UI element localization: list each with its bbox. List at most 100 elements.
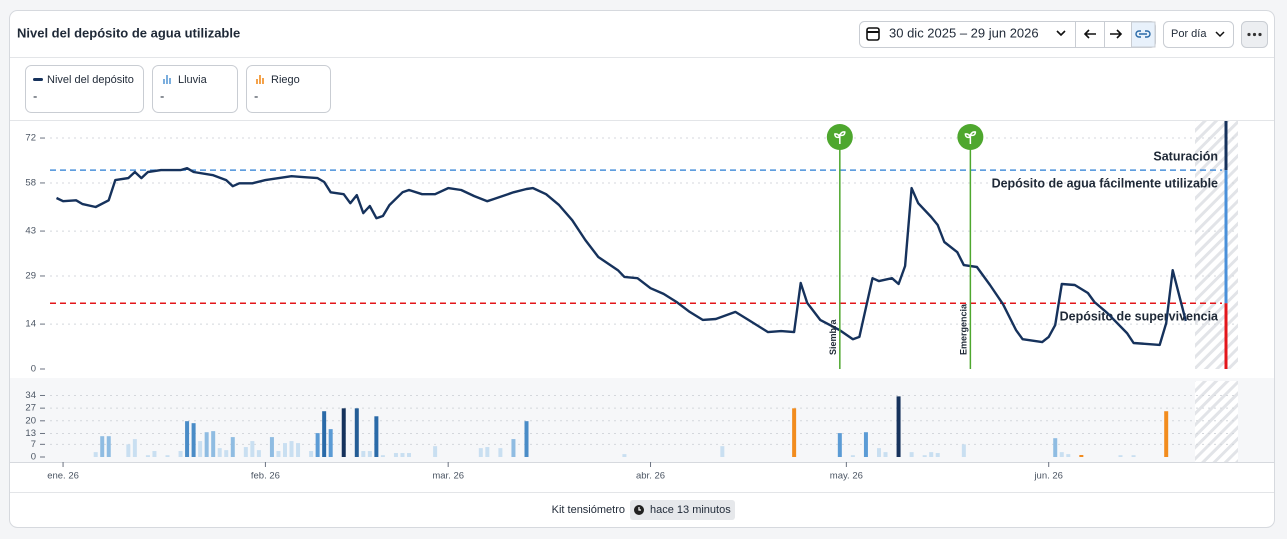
bar xyxy=(217,448,222,457)
x-tick-label: feb. 26 xyxy=(251,471,280,482)
legend-value: - xyxy=(160,88,164,103)
title: Nivel del depósito de agua utilizable xyxy=(17,25,240,40)
bar xyxy=(296,443,301,457)
bar xyxy=(178,451,183,457)
bar xyxy=(289,441,294,457)
bar xyxy=(478,448,483,457)
x-tick-label: jun. 26 xyxy=(1033,471,1063,482)
bar xyxy=(106,436,111,457)
bar xyxy=(328,429,333,457)
event-label: Emergencia xyxy=(959,303,969,355)
bar xyxy=(185,421,190,457)
more-button[interactable] xyxy=(1241,21,1268,48)
legend-card[interactable]: Lluvia - xyxy=(152,65,238,113)
bar xyxy=(393,453,398,457)
bar xyxy=(374,416,379,457)
bar xyxy=(511,439,516,457)
y-tick-label: 0 xyxy=(31,452,36,463)
legend-name: Nivel del depósito xyxy=(47,74,134,86)
bar xyxy=(204,432,209,457)
footer-updated: hace 13 minutos xyxy=(650,504,731,516)
granularity-select[interactable]: Por día xyxy=(1163,21,1234,48)
bar xyxy=(165,455,170,457)
x-tick-label: mar. 26 xyxy=(432,471,464,482)
legend-name: Riego xyxy=(271,74,300,86)
bar xyxy=(315,433,320,457)
bar xyxy=(380,455,385,457)
bar xyxy=(341,408,346,457)
y-tick-label: 43 xyxy=(25,226,36,237)
bar xyxy=(896,396,901,457)
bar xyxy=(367,451,372,457)
bar-panel xyxy=(10,378,1274,462)
x-tick-label: ene. 26 xyxy=(47,471,79,482)
bar xyxy=(354,408,359,457)
y-tick-label: 34 xyxy=(25,390,36,401)
bar xyxy=(256,450,261,457)
bar xyxy=(524,421,529,457)
legend-value: - xyxy=(33,88,37,103)
hatched-zone xyxy=(1195,381,1238,462)
bar xyxy=(93,452,98,457)
legend-card[interactable]: Riego - xyxy=(246,65,331,113)
y-tick-label: 20 xyxy=(25,415,36,426)
hatched-zone xyxy=(1195,121,1238,369)
footer-source: Kit tensiómetro xyxy=(552,504,625,516)
bar xyxy=(1131,455,1136,457)
bar xyxy=(792,408,797,457)
bar xyxy=(276,451,281,457)
bar xyxy=(720,446,725,457)
bar xyxy=(191,423,196,457)
event-label: Siembra xyxy=(828,318,838,355)
y-tick-label: 13 xyxy=(25,428,36,439)
bar xyxy=(961,444,966,457)
y-tick-label: 58 xyxy=(25,177,36,188)
bar xyxy=(1079,455,1084,457)
legend-card[interactable]: Nivel del depósito - xyxy=(25,65,144,113)
bar xyxy=(876,448,881,457)
bar xyxy=(922,455,927,457)
y-tick-label: 27 xyxy=(25,403,36,414)
bar xyxy=(1118,455,1123,457)
bar xyxy=(309,451,314,457)
bar xyxy=(243,447,248,457)
y-tick-label: 14 xyxy=(25,319,36,330)
bar xyxy=(929,452,934,457)
x-tick-label: may. 26 xyxy=(830,471,863,482)
bar xyxy=(850,455,855,457)
date-picker[interactable]: 30 dic 2025 – 29 jun 2026 xyxy=(859,21,1156,48)
zone-label: Saturación xyxy=(1153,149,1218,163)
bar xyxy=(407,453,412,457)
bar xyxy=(322,411,327,457)
y-tick-label: 0 xyxy=(31,364,36,375)
date-range[interactable]: 30 dic 2025 – 29 jun 2026 xyxy=(889,25,1039,40)
bar xyxy=(211,431,216,457)
updated-badge: hace 13 minutos xyxy=(630,500,735,520)
bar xyxy=(837,433,842,457)
bar xyxy=(1066,454,1071,457)
bar xyxy=(152,451,157,457)
bar xyxy=(498,448,503,457)
bar xyxy=(126,444,131,457)
bar xyxy=(1059,452,1064,457)
bar xyxy=(198,441,203,457)
bar xyxy=(863,432,868,457)
bar xyxy=(1164,411,1169,457)
bar xyxy=(883,452,888,457)
bar xyxy=(250,441,255,457)
bar xyxy=(622,454,627,457)
bar xyxy=(433,446,438,457)
y-tick-label: 7 xyxy=(31,439,36,450)
bar xyxy=(132,439,137,457)
bar xyxy=(1053,438,1058,457)
granularity[interactable]: Por día xyxy=(1171,28,1207,40)
event-icon-glyph xyxy=(834,131,846,144)
bar xyxy=(230,437,235,457)
event-icon-glyph xyxy=(964,131,977,144)
bar xyxy=(485,447,490,457)
bar xyxy=(100,436,105,457)
bar xyxy=(282,443,287,457)
y-tick-label: 72 xyxy=(25,133,36,144)
legend-name: Lluvia xyxy=(178,74,208,86)
bar xyxy=(224,450,229,457)
